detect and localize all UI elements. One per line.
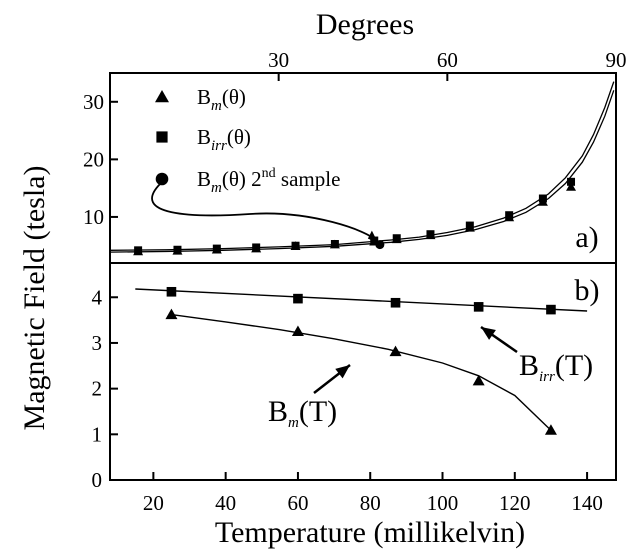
fit-curve-upper [109,81,615,251]
temp-point-square [473,302,484,312]
yb-tick-label: 4 [92,285,103,309]
top-tick-label: 60 [437,48,458,72]
fit-line-birr [135,288,588,312]
xb-tick-label: 80 [360,491,381,515]
x-axis-title: Temperature (millikelvin) [215,516,525,549]
angle-point-square [505,211,514,220]
fit-curve-lower [109,90,615,253]
xb-tick-label: 100 [427,491,459,515]
temp-point-triangle [389,345,402,357]
y-axis-title: Magnetic Field (tesla) [18,166,51,431]
panel-a-label: a) [575,221,598,254]
xb-tick-label: 120 [499,491,531,515]
annotation-birr: Birr(T) [519,349,593,385]
panel-b-label: b) [575,274,600,307]
xb-tick-label: 20 [143,491,164,515]
xb-tick-label: 140 [571,491,603,515]
legend-label: Birr(θ) [197,125,251,154]
legend-marker-circle [155,172,169,186]
angle-point-square [538,194,547,203]
temp-point-square [293,293,303,304]
yb-tick-label: 0 [92,468,103,492]
yb-tick-label: 2 [92,377,103,401]
ya-tick-label: 30 [83,90,104,114]
annotation-birr-arrow-head [481,327,496,340]
angle-point-square [330,240,339,248]
legend-marker-square [156,131,168,143]
legend-pointer-arrowhead [367,230,378,243]
ya-tick-label: 20 [83,147,104,171]
angle-point-square [392,234,401,243]
angle-point-square [212,244,221,253]
temp-point-triangle [165,308,178,320]
top-tick-label: 30 [268,48,289,72]
temp-point-triangle [472,374,485,386]
ya-tick-label: 10 [83,205,104,229]
top-tick-label: 90 [606,48,627,72]
angle-point-square [426,230,435,239]
fit-curve-bm [171,313,552,431]
temp-point-triangle [544,424,557,435]
legend-marker-triangle [155,90,169,103]
angle-point-square [291,241,300,250]
temp-point-triangle [291,325,304,337]
legend-label: Bm(θ) [197,85,246,114]
yb-tick-label: 3 [92,331,103,355]
angle-point-square [252,243,261,252]
xb-tick-label: 40 [215,491,236,515]
angle-point-square [567,177,576,186]
panel-a-frame [109,72,617,264]
yb-tick-label: 1 [92,422,103,446]
temp-point-square [546,304,556,315]
annotation-bm: Bm(T) [268,395,337,431]
legend-label: Bm(θ) 2nd sample [197,166,340,196]
angle-point-square [173,245,182,254]
angle-point-square [465,221,474,230]
xb-tick-label: 60 [287,491,308,515]
legend-pointer-line [151,183,377,242]
angle-point-triangle [566,182,577,191]
top-axis-title: Degrees [316,8,414,41]
temp-point-square [390,297,401,308]
temp-point-square [166,286,177,297]
annotation-bm-arrow-head [335,365,350,379]
angle-point-square [134,246,143,255]
panel-b-frame [109,262,617,481]
